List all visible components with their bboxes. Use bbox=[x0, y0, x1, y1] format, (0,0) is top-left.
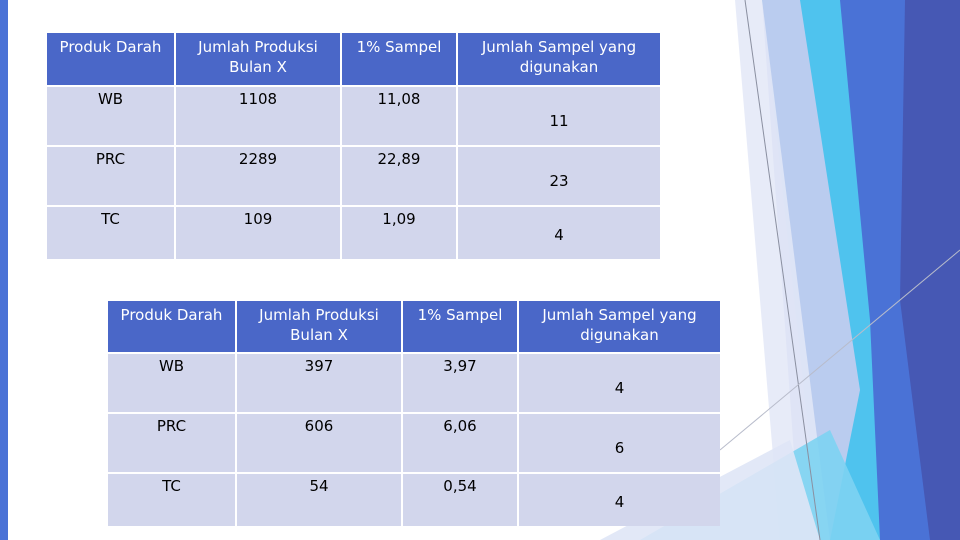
cell-produksi: 606 bbox=[237, 414, 401, 472]
cell-digunakan: 4 bbox=[519, 354, 720, 412]
header-jumlah-sampel: Jumlah Sampel yang digunakan bbox=[458, 33, 660, 85]
cell-produk: WB bbox=[47, 87, 174, 145]
cell-sampel: 1,09 bbox=[342, 207, 456, 259]
cell-sampel: 6,06 bbox=[403, 414, 517, 472]
cell-produk: TC bbox=[47, 207, 174, 259]
cell-digunakan: 4 bbox=[519, 474, 720, 526]
table-row: TC 109 1,09 4 bbox=[47, 207, 660, 259]
cell-digunakan: 6 bbox=[519, 414, 720, 472]
table-row: PRC 606 6,06 6 bbox=[108, 414, 720, 472]
cell-sampel: 11,08 bbox=[342, 87, 456, 145]
cell-digunakan: 11 bbox=[458, 87, 660, 145]
header-jumlah-produksi: Jumlah Produksi Bulan X bbox=[237, 301, 401, 352]
header-jumlah-produksi: Jumlah Produksi Bulan X bbox=[176, 33, 340, 85]
cell-sampel: 22,89 bbox=[342, 147, 456, 205]
left-accent-strip bbox=[0, 0, 8, 540]
sample-table-2: Produk Darah Jumlah Produksi Bulan X 1% … bbox=[106, 299, 722, 528]
cell-produksi: 397 bbox=[237, 354, 401, 412]
table-header-row: Produk Darah Jumlah Produksi Bulan X 1% … bbox=[108, 301, 720, 352]
table-row: WB 397 3,97 4 bbox=[108, 354, 720, 412]
cell-produk: PRC bbox=[47, 147, 174, 205]
cell-produksi: 1108 bbox=[176, 87, 340, 145]
cell-digunakan: 4 bbox=[458, 207, 660, 259]
table-row: TC 54 0,54 4 bbox=[108, 474, 720, 526]
header-produk-darah: Produk Darah bbox=[108, 301, 235, 352]
header-sampel-persen: 1% Sampel bbox=[342, 33, 456, 85]
header-produk-darah: Produk Darah bbox=[47, 33, 174, 85]
table-row: WB 1108 11,08 11 bbox=[47, 87, 660, 145]
cell-digunakan: 23 bbox=[458, 147, 660, 205]
cell-produksi: 2289 bbox=[176, 147, 340, 205]
sample-table-1: Produk Darah Jumlah Produksi Bulan X 1% … bbox=[45, 31, 662, 261]
right-facet-navy bbox=[900, 0, 960, 540]
right-thin-line bbox=[744, 0, 821, 540]
cell-produk: WB bbox=[108, 354, 235, 412]
table-row: PRC 2289 22,89 23 bbox=[47, 147, 660, 205]
cell-sampel: 3,97 bbox=[403, 354, 517, 412]
header-sampel-persen: 1% Sampel bbox=[403, 301, 517, 352]
cell-produk: TC bbox=[108, 474, 235, 526]
header-jumlah-sampel: Jumlah Sampel yang digunakan bbox=[519, 301, 720, 352]
cell-produksi: 54 bbox=[237, 474, 401, 526]
right-thin-line-2 bbox=[719, 249, 960, 451]
table-header-row: Produk Darah Jumlah Produksi Bulan X 1% … bbox=[47, 33, 660, 85]
cell-produk: PRC bbox=[108, 414, 235, 472]
cell-sampel: 0,54 bbox=[403, 474, 517, 526]
cell-produksi: 109 bbox=[176, 207, 340, 259]
right-facet-light bbox=[762, 0, 860, 540]
